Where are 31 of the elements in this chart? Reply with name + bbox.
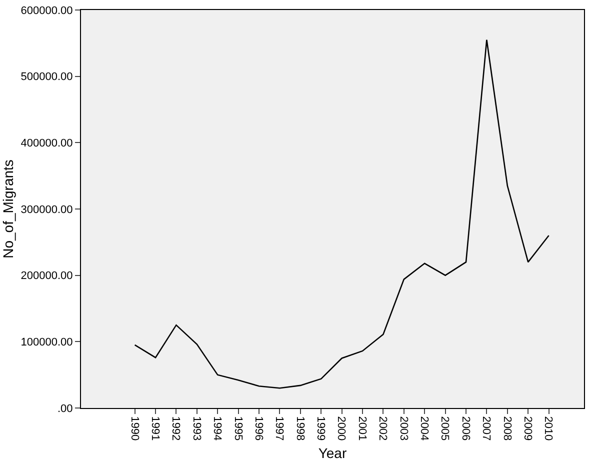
y-tick-label: 500000.00 (20, 71, 73, 84)
x-axis-title: Year (318, 444, 347, 461)
x-tick-label: 2001 (356, 416, 368, 441)
x-tick-label: 2006 (459, 416, 472, 441)
x-tick-label: 2000 (335, 416, 348, 441)
x-tick-label: 2007 (480, 416, 492, 441)
x-tick-label: 1999 (314, 416, 327, 441)
x-tick-label: 1997 (273, 416, 286, 441)
x-tick-label: 1996 (252, 416, 264, 441)
y-tick-label: 100000.00 (20, 336, 73, 349)
x-tick-label: 2003 (397, 416, 410, 441)
x-tick-label: 1994 (211, 416, 224, 441)
line-series (134, 39, 550, 389)
x-tick-label: 2005 (438, 416, 451, 441)
x-tick-label: 2009 (522, 416, 534, 441)
x-tick-label: 1993 (190, 416, 202, 441)
y-tick-label: .00 (58, 402, 73, 415)
x-tick-label: 2008 (500, 416, 513, 441)
x-tick-label: 2002 (376, 416, 389, 441)
x-tick-label: 1995 (232, 416, 244, 441)
y-tick-label: 600000.00 (20, 4, 73, 17)
x-tick-label: 1991 (148, 416, 161, 441)
x-tick-label: 1990 (128, 416, 140, 441)
x-tick-label: 1992 (170, 416, 182, 441)
x-tick-label: 2010 (542, 416, 554, 441)
x-tick-label: 1998 (294, 416, 306, 441)
y-tick-label: 400000.00 (20, 138, 73, 150)
x-tick-label: 2004 (418, 416, 430, 441)
y-axis-title: No_of_Migrants (0, 160, 16, 258)
y-tick-label: 300000.00 (20, 204, 73, 216)
y-tick-label: 200000.00 (20, 270, 73, 282)
